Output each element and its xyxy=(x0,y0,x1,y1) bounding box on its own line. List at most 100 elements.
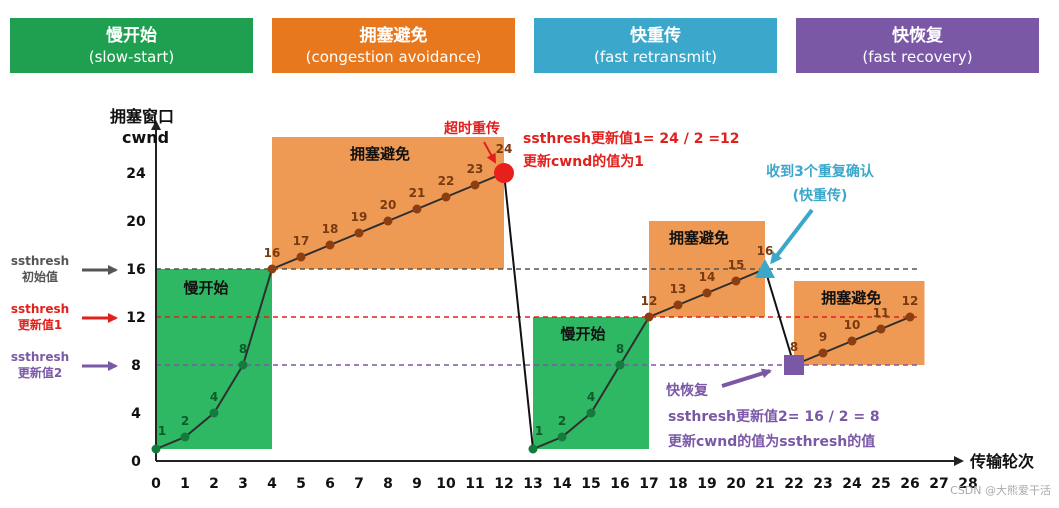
point-value-label: 22 xyxy=(438,174,455,188)
label-line: 初始值 xyxy=(22,269,58,284)
data-point xyxy=(673,300,683,310)
label-line: 更新值2 xyxy=(18,365,62,380)
fast-recovery-marker xyxy=(784,355,804,375)
x-tick-label: 15 xyxy=(581,476,600,492)
point-value-label: 18 xyxy=(322,222,339,236)
cwnd-drop-line xyxy=(503,172,534,450)
phase-header-fast-retransmit: 快重传 (fast retransmit) xyxy=(534,18,777,73)
data-point xyxy=(528,444,538,454)
data-point xyxy=(731,276,741,286)
phase-header-congestion-avoidance: 拥塞避免 (congestion avoidance) xyxy=(272,18,515,73)
y-tick-label: 20 xyxy=(126,214,146,230)
point-labels: 1248161718192021222324124812131415168910… xyxy=(158,142,919,438)
point-value-label: 12 xyxy=(641,294,658,308)
ssthresh-reference-lines xyxy=(156,268,920,366)
point-value-label: 10 xyxy=(844,318,861,332)
region-label: 拥塞避免 xyxy=(350,145,410,163)
point-value-label: 8 xyxy=(239,342,247,356)
x-tick-label: 14 xyxy=(552,476,572,492)
x-tick-label: 4 xyxy=(267,476,277,492)
x-tick-label: 9 xyxy=(412,476,422,492)
timeout-arrow xyxy=(483,141,496,164)
phase-header-fast-recovery: 快恢复 (fast recovery) xyxy=(796,18,1039,73)
data-point xyxy=(325,240,335,250)
phase-subtitle: (congestion avoidance) xyxy=(305,47,482,66)
x-tick-label: 7 xyxy=(354,476,364,492)
x-tick-label: 24 xyxy=(842,476,862,492)
point-value-label: 15 xyxy=(728,258,745,272)
data-point xyxy=(470,180,480,190)
data-point xyxy=(615,360,625,370)
region-box xyxy=(156,269,272,449)
point-value-label: 11 xyxy=(873,306,890,320)
label-line: 更新值1 xyxy=(18,317,62,332)
fast-retransmit-marker xyxy=(755,259,775,278)
x-tick-label: 5 xyxy=(296,476,306,492)
data-point xyxy=(383,216,393,226)
cwnd-set-text: 更新cwnd的值为ssthresh的值 xyxy=(668,433,875,450)
ssthresh-initial-label: ssthresh 初始值 xyxy=(11,254,118,284)
x-tick-label: 22 xyxy=(784,476,803,492)
phase-title: 快恢复 xyxy=(892,25,943,46)
data-point xyxy=(412,204,422,214)
point-value-label: 20 xyxy=(380,198,397,212)
fast-recovery-arrow xyxy=(721,368,772,388)
x-tick-label: 3 xyxy=(238,476,248,492)
phase-subtitle: (fast recovery) xyxy=(862,47,973,66)
region-box xyxy=(533,317,649,449)
region-label: 慢开始 xyxy=(183,279,228,297)
point-value-label: 9 xyxy=(819,330,827,344)
x-tick-label: 1 xyxy=(180,476,190,492)
region-box xyxy=(794,281,925,365)
point-value-label: 1 xyxy=(158,424,166,438)
phase-subtitle: (slow-start) xyxy=(88,47,175,66)
ssthresh-update2-text: ssthresh更新值2= 16 / 2 = 8 xyxy=(668,408,880,425)
data-point xyxy=(876,324,886,334)
point-value-label: 4 xyxy=(587,390,595,404)
y-tick-label: 16 xyxy=(126,262,145,278)
data-point xyxy=(905,312,915,322)
x-tick-label: 0 xyxy=(151,476,161,492)
watermark: CSDN @大熊爱干活 xyxy=(950,484,1051,497)
triple-ack-text: 收到3个重复确认 xyxy=(766,163,875,180)
y-axis-title-unit: cwnd xyxy=(122,128,169,147)
x-axis-title: 传输轮次 xyxy=(969,452,1034,471)
x-tick-label: 27 xyxy=(929,476,948,492)
x-tick-label: 13 xyxy=(523,476,542,492)
cwnd-reset-text: 更新cwnd的值为1 xyxy=(523,153,644,170)
point-value-label: 19 xyxy=(351,210,368,224)
x-tick-label: 11 xyxy=(465,476,484,492)
point-value-label: 8 xyxy=(790,340,798,354)
data-point xyxy=(702,288,712,298)
x-tick-label: 12 xyxy=(494,476,513,492)
x-tick-label: 28 xyxy=(958,476,977,492)
point-value-label: 14 xyxy=(699,270,716,284)
point-value-label: 21 xyxy=(409,186,426,200)
point-value-label: 16 xyxy=(264,246,281,260)
y-axis-title: 拥塞窗口 xyxy=(110,107,174,126)
point-value-label: 13 xyxy=(670,282,687,296)
cwnd-drop-line xyxy=(764,268,795,366)
point-value-label: 2 xyxy=(181,414,189,428)
y-tick-label: 0 xyxy=(131,454,141,470)
axes: 0 1 2 3 4 5 6 7 8 9 10 11 12 13 14 15 16 17 18 19 20 21 22 23 24… xyxy=(126,120,978,492)
label-line: ssthresh xyxy=(11,350,69,364)
point-value-label: 1 xyxy=(535,424,543,438)
phase-title: 慢开始 xyxy=(106,25,157,46)
point-value-label: 4 xyxy=(210,390,218,404)
region-label: 慢开始 xyxy=(560,325,605,343)
x-tick-label: 17 xyxy=(639,476,658,492)
point-value-label: 17 xyxy=(293,234,310,248)
fast-recovery-label: 快恢复 xyxy=(666,382,709,399)
x-tick-label: 16 xyxy=(610,476,629,492)
x-tick-label: 8 xyxy=(383,476,393,492)
timeout-point xyxy=(494,163,514,183)
x-tick-label: 20 xyxy=(726,476,746,492)
phase-header-slow-start: 慢开始 (slow-start) xyxy=(10,18,253,73)
data-point xyxy=(354,228,364,238)
data-point xyxy=(180,432,190,442)
y-tick-label: 24 xyxy=(126,166,146,182)
phase-title: 快重传 xyxy=(630,25,681,46)
data-point xyxy=(441,192,451,202)
